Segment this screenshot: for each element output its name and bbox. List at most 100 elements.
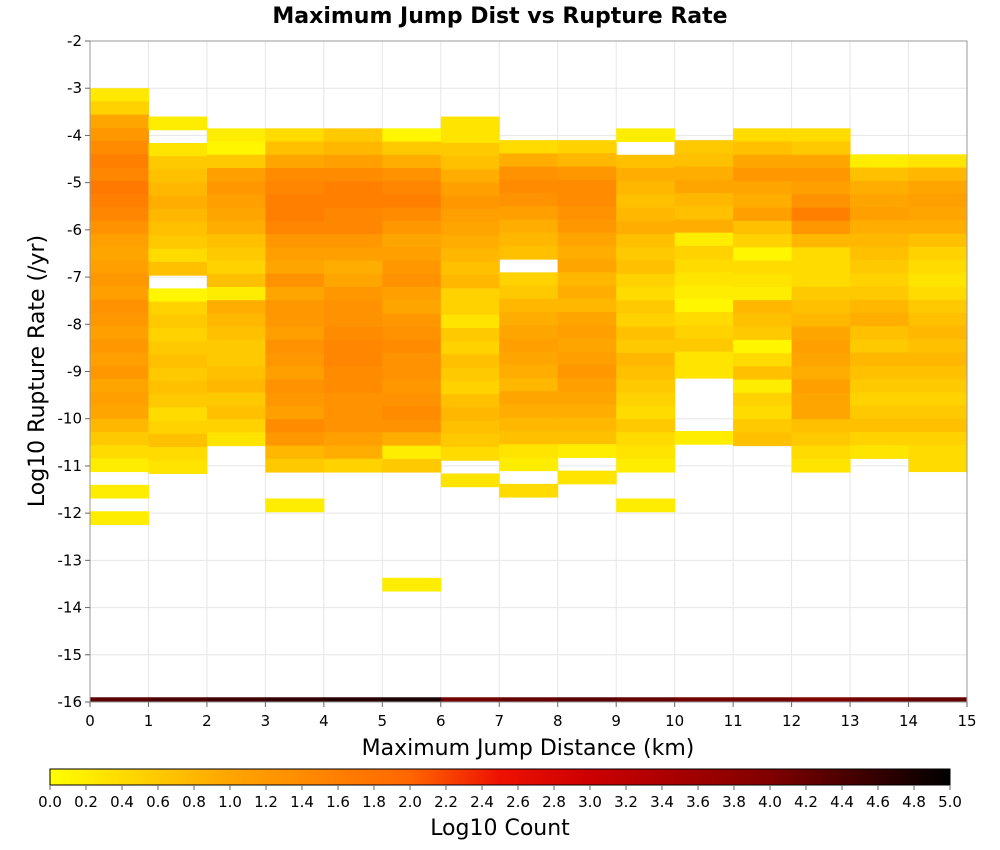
heatmap-cell	[265, 234, 325, 248]
heatmap-cell	[206, 273, 266, 288]
heatmap-cell	[323, 194, 383, 209]
heatmap-cell	[90, 127, 149, 142]
heatmap-cell	[440, 209, 500, 223]
colorbar-tick-label: 2.2	[434, 793, 458, 811]
heatmap-cell	[90, 207, 149, 221]
heatmap-cell	[850, 352, 910, 367]
heatmap-cell	[791, 326, 851, 341]
heatmap-cell	[382, 128, 442, 143]
heatmap-cell	[440, 473, 500, 488]
heatmap-cell	[616, 273, 676, 288]
x-tick-label: 3	[261, 712, 271, 730]
heatmap-cell	[265, 432, 325, 447]
x-tick-label: 5	[378, 712, 388, 730]
heatmap-cell	[674, 325, 734, 339]
y-tick-label: -9	[67, 363, 82, 381]
heatmap-cell	[265, 458, 325, 473]
heatmap-cell	[616, 339, 676, 354]
heatmap-cell	[265, 220, 325, 235]
heatmap-cell	[382, 313, 442, 328]
heatmap-cell	[90, 431, 149, 446]
heatmap-cell	[557, 140, 617, 154]
heatmap-cell	[733, 207, 793, 222]
heatmap-cell	[908, 312, 968, 327]
heatmap-cell	[908, 273, 968, 288]
heatmap-cell	[674, 232, 734, 247]
heatmap-cell-bottom	[323, 697, 383, 702]
heatmap-cell	[791, 286, 851, 301]
heatmap-cell	[616, 168, 676, 182]
y-tick-label: -15	[58, 646, 83, 664]
heatmap-cell	[90, 392, 149, 406]
heatmap-cell	[382, 432, 442, 447]
heatmap-cell	[499, 206, 559, 220]
heatmap-cell	[791, 339, 851, 354]
heatmap-cell	[499, 312, 559, 326]
heatmap-cell	[90, 405, 149, 420]
heatmap-cell	[265, 247, 325, 262]
heatmap-cell	[850, 339, 910, 354]
heatmap-cell	[148, 407, 208, 422]
heatmap-cell	[148, 142, 208, 157]
heatmap-cell	[206, 300, 266, 314]
x-tick-label: 1	[144, 712, 154, 730]
heatmap-cell	[499, 285, 559, 300]
heatmap-cell	[382, 379, 442, 394]
heatmap-cell	[908, 180, 968, 195]
heatmap-cell	[440, 156, 500, 170]
heatmap-cell	[90, 180, 149, 195]
heatmap-cell	[850, 207, 910, 221]
heatmap-cell	[908, 220, 968, 235]
heatmap-cell	[90, 154, 149, 169]
heatmap-cell	[206, 128, 266, 143]
heatmap-cell	[674, 179, 734, 194]
colorbar-tick-label: 4.2	[794, 793, 818, 811]
x-tick-label: 15	[957, 712, 976, 730]
heatmap-cell	[90, 458, 149, 473]
heatmap-cell	[733, 168, 793, 182]
heatmap-cell	[206, 194, 266, 209]
heatmap-cell	[850, 180, 910, 195]
heatmap-cell	[323, 339, 383, 354]
heatmap-cell	[382, 458, 442, 473]
heatmap-cell	[265, 181, 325, 195]
heatmap-cell	[850, 299, 910, 314]
heatmap-cell	[616, 128, 676, 143]
heatmap-cell	[791, 392, 851, 407]
heatmap-cell	[557, 404, 617, 419]
heatmap-cell	[382, 194, 442, 209]
heatmap-cell	[557, 206, 617, 220]
heatmap-cell	[791, 458, 851, 473]
heatmap-cell	[499, 140, 559, 154]
heatmap-cell	[850, 167, 910, 182]
y-tick-label: -10	[58, 410, 83, 428]
heatmap-cell	[265, 154, 325, 169]
heatmap-cell	[557, 193, 617, 207]
heatmap-cell	[499, 325, 559, 339]
heatmap-cell	[440, 235, 500, 250]
heatmap-cell	[674, 312, 734, 326]
heatmap-cell	[674, 140, 734, 154]
heatmap-cell	[616, 260, 676, 275]
heatmap-cell-bottom	[674, 697, 734, 702]
heatmap-cell	[148, 248, 208, 263]
heatmap-cell	[616, 445, 676, 460]
heatmap-cell	[616, 366, 676, 381]
heatmap-cell	[206, 220, 266, 235]
heatmap-cell	[674, 338, 734, 353]
heatmap-cell	[674, 219, 734, 234]
heatmap-cell	[791, 273, 851, 288]
heatmap-cell	[265, 313, 325, 328]
chart-title: Maximum Jump Dist vs Rupture Rate	[272, 4, 727, 29]
heatmap-cell	[323, 379, 383, 394]
heatmap-cell	[90, 114, 149, 129]
heatmap-cell	[382, 247, 442, 262]
heatmap-cell	[440, 407, 500, 422]
heatmap-cell	[440, 380, 500, 395]
heatmap-cell	[206, 405, 266, 420]
heatmap-cell	[90, 312, 149, 327]
heatmap-cell	[908, 299, 968, 314]
x-tick-label: 9	[611, 712, 621, 730]
colorbar-tick-label: 3.2	[614, 793, 638, 811]
heatmap-cell	[265, 353, 325, 367]
